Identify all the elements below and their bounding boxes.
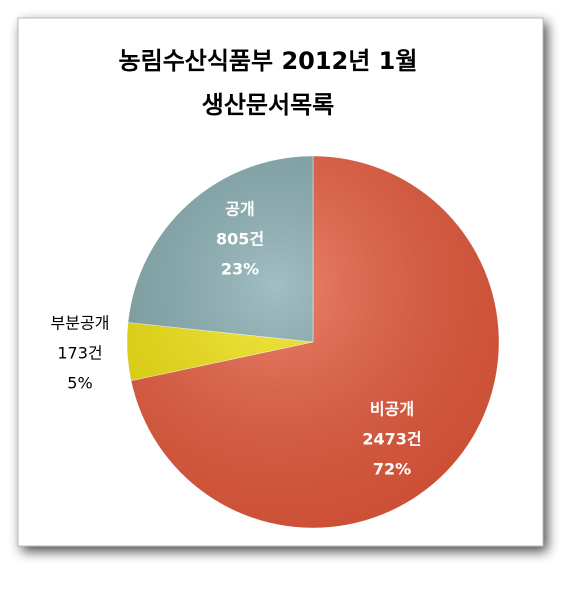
data-label: 23% <box>221 260 259 279</box>
data-label: 공개 <box>225 200 254 219</box>
data-label: 비공개 <box>370 400 414 419</box>
data-label: 805건 <box>216 230 264 249</box>
data-label: 5% <box>67 374 92 393</box>
chart-title: 농림수산식품부 2012년 1월 <box>119 47 418 75</box>
chart-title: 생산문서목록 <box>202 91 334 119</box>
data-label: 부분공개 <box>51 314 110 333</box>
data-label: 2473건 <box>362 430 421 449</box>
data-label: 72% <box>373 460 411 479</box>
data-label: 173건 <box>57 344 102 363</box>
